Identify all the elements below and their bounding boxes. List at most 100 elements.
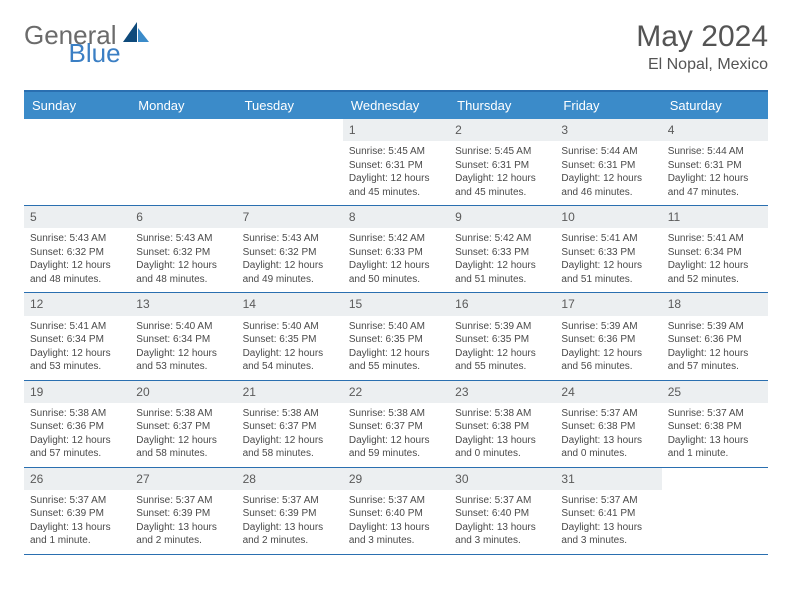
sunset-text: Sunset: 6:31 PM — [455, 159, 549, 173]
daylight-text: Daylight: 12 hours and 59 minutes. — [349, 434, 443, 461]
sunset-text: Sunset: 6:32 PM — [243, 246, 337, 260]
week-row: 19Sunrise: 5:38 AMSunset: 6:36 PMDayligh… — [24, 381, 768, 468]
calendar: SundayMondayTuesdayWednesdayThursdayFrid… — [24, 90, 768, 555]
sunset-text: Sunset: 6:33 PM — [561, 246, 655, 260]
sunset-text: Sunset: 6:33 PM — [349, 246, 443, 260]
daylight-text: Daylight: 12 hours and 51 minutes. — [561, 259, 655, 286]
sunset-text: Sunset: 6:32 PM — [30, 246, 124, 260]
title-group: May 2024 El Nopal, Mexico — [636, 20, 768, 74]
weekday-wednesday: Wednesday — [343, 92, 449, 119]
sunrise-text: Sunrise: 5:45 AM — [455, 145, 549, 159]
sunrise-text: Sunrise: 5:37 AM — [136, 494, 230, 508]
daylight-text: Daylight: 12 hours and 58 minutes. — [136, 434, 230, 461]
sunrise-text: Sunrise: 5:38 AM — [30, 407, 124, 421]
day-number: 21 — [237, 381, 343, 403]
day-cell-empty: . — [24, 119, 130, 205]
daylight-text: Daylight: 12 hours and 57 minutes. — [668, 347, 762, 374]
day-number: 20 — [130, 381, 236, 403]
day-cell: 31Sunrise: 5:37 AMSunset: 6:41 PMDayligh… — [555, 468, 661, 554]
sunset-text: Sunset: 6:41 PM — [561, 507, 655, 521]
daylight-text: Daylight: 13 hours and 1 minute. — [668, 434, 762, 461]
day-cell: 20 Sunrise: 5:38 AMSunset: 6:37 PMDayligh… — [130, 381, 236, 467]
daylight-text: Daylight: 12 hours and 46 minutes. — [561, 172, 655, 199]
day-number: 25 — [662, 381, 768, 403]
weekday-row: SundayMondayTuesdayWednesdayThursdayFrid… — [24, 92, 768, 119]
sunrise-text: Sunrise: 5:38 AM — [136, 407, 230, 421]
daylight-text: Daylight: 12 hours and 45 minutes. — [455, 172, 549, 199]
weekday-saturday: Saturday — [662, 92, 768, 119]
day-cell: 26Sunrise: 5:37 AMSunset: 6:39 PMDayligh… — [24, 468, 130, 554]
day-number: 6 — [130, 206, 236, 228]
day-cell: 29Sunrise: 5:37 AMSunset: 6:40 PMDayligh… — [343, 468, 449, 554]
sunrise-text: Sunrise: 5:37 AM — [455, 494, 549, 508]
day-cell: 28 Sunrise: 5:37 AMSunset: 6:39 PMDayligh… — [237, 468, 343, 554]
day-number: 4 — [662, 119, 768, 141]
day-cell-empty: . — [130, 119, 236, 205]
sunset-text: Sunset: 6:36 PM — [668, 333, 762, 347]
day-number: 17 — [555, 293, 661, 315]
sunset-text: Sunset: 6:40 PM — [349, 507, 443, 521]
day-cell: 25Sunrise: 5:37 AMSunset: 6:38 PMDayligh… — [662, 381, 768, 467]
day-cell-empty: . — [237, 119, 343, 205]
sunset-text: Sunset: 6:37 PM — [349, 420, 443, 434]
sunrise-text: Sunrise: 5:43 AM — [30, 232, 124, 246]
day-number: 24 — [555, 381, 661, 403]
day-number: 23 — [449, 381, 555, 403]
day-number: 26 — [24, 468, 130, 490]
daylight-text: Daylight: 12 hours and 53 minutes. — [136, 347, 230, 374]
sunrise-text: Sunrise: 5:37 AM — [561, 407, 655, 421]
sunset-text: Sunset: 6:31 PM — [668, 159, 762, 173]
sunrise-text: Sunrise: 5:40 AM — [136, 320, 230, 334]
day-number: 15 — [343, 293, 449, 315]
sunset-text: Sunset: 6:34 PM — [30, 333, 124, 347]
sunrise-text: Sunrise: 5:39 AM — [561, 320, 655, 334]
sunset-text: Sunset: 6:38 PM — [455, 420, 549, 434]
day-cell: 16Sunrise: 5:39 AMSunset: 6:35 PMDayligh… — [449, 293, 555, 379]
daylight-text: Daylight: 12 hours and 47 minutes. — [668, 172, 762, 199]
day-number: 22 — [343, 381, 449, 403]
daylight-text: Daylight: 13 hours and 2 minutes. — [243, 521, 337, 548]
sunrise-text: Sunrise: 5:37 AM — [243, 494, 337, 508]
daylight-text: Daylight: 13 hours and 2 minutes. — [136, 521, 230, 548]
day-number: 19 — [24, 381, 130, 403]
sunset-text: Sunset: 6:39 PM — [243, 507, 337, 521]
day-cell: 13Sunrise: 5:40 AMSunset: 6:34 PMDayligh… — [130, 293, 236, 379]
day-cell: 1Sunrise: 5:45 AMSunset: 6:31 PMDaylight… — [343, 119, 449, 205]
sunset-text: Sunset: 6:40 PM — [455, 507, 549, 521]
day-cell: 5Sunrise: 5:43 AMSunset: 6:32 PMDaylight… — [24, 206, 130, 292]
day-cell: 23Sunrise: 5:38 AMSunset: 6:38 PMDayligh… — [449, 381, 555, 467]
day-number: 8 — [343, 206, 449, 228]
day-cell: 24 Sunrise: 5:37 AMSunset: 6:38 PMDayligh… — [555, 381, 661, 467]
sail-icon — [123, 22, 149, 49]
week-row: ...1Sunrise: 5:45 AMSunset: 6:31 PMDayli… — [24, 119, 768, 206]
day-cell: 19Sunrise: 5:38 AMSunset: 6:36 PMDayligh… — [24, 381, 130, 467]
sunset-text: Sunset: 6:31 PM — [561, 159, 655, 173]
day-number: 9 — [449, 206, 555, 228]
sunrise-text: Sunrise: 5:37 AM — [349, 494, 443, 508]
sunrise-text: Sunrise: 5:44 AM — [668, 145, 762, 159]
sunrise-text: Sunrise: 5:40 AM — [349, 320, 443, 334]
daylight-text: Daylight: 12 hours and 55 minutes. — [349, 347, 443, 374]
day-cell-empty: . — [662, 468, 768, 554]
sunrise-text: Sunrise: 5:44 AM — [561, 145, 655, 159]
daylight-text: Daylight: 13 hours and 0 minutes. — [561, 434, 655, 461]
sunrise-text: Sunrise: 5:38 AM — [349, 407, 443, 421]
day-number: 14 — [237, 293, 343, 315]
daylight-text: Daylight: 12 hours and 48 minutes. — [30, 259, 124, 286]
sunset-text: Sunset: 6:35 PM — [243, 333, 337, 347]
day-cell: 4 Sunrise: 5:44 AMSunset: 6:31 PMDaylight… — [662, 119, 768, 205]
day-cell: 3Sunrise: 5:44 AMSunset: 6:31 PMDaylight… — [555, 119, 661, 205]
sunrise-text: Sunrise: 5:40 AM — [243, 320, 337, 334]
sunset-text: Sunset: 6:38 PM — [561, 420, 655, 434]
sunset-text: Sunset: 6:37 PM — [136, 420, 230, 434]
day-number: 31 — [555, 468, 661, 490]
day-cell: 15Sunrise: 5:40 AMSunset: 6:35 PMDayligh… — [343, 293, 449, 379]
sunset-text: Sunset: 6:34 PM — [136, 333, 230, 347]
week-row: 26Sunrise: 5:37 AMSunset: 6:39 PMDayligh… — [24, 468, 768, 555]
day-cell: 18Sunrise: 5:39 AMSunset: 6:36 PMDayligh… — [662, 293, 768, 379]
sunrise-text: Sunrise: 5:38 AM — [455, 407, 549, 421]
day-number: 28 — [237, 468, 343, 490]
daylight-text: Daylight: 12 hours and 48 minutes. — [136, 259, 230, 286]
sunset-text: Sunset: 6:37 PM — [243, 420, 337, 434]
week-row: 12Sunrise: 5:41 AMSunset: 6:34 PMDayligh… — [24, 293, 768, 380]
